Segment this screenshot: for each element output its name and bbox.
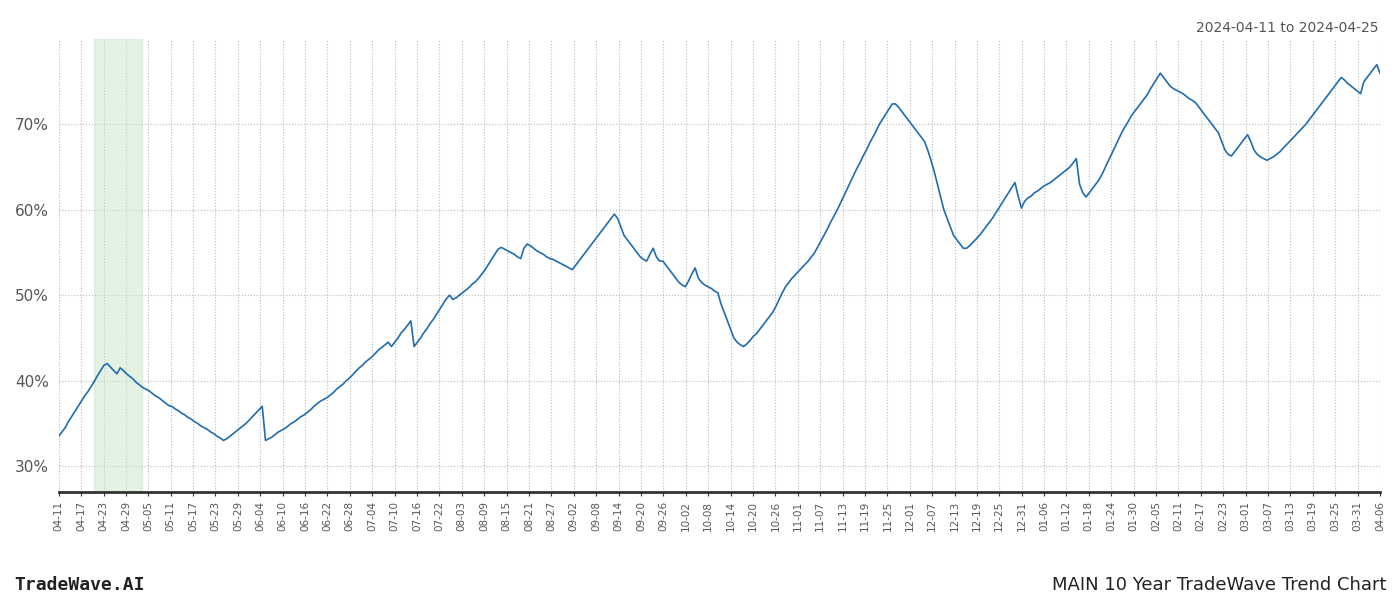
Text: TradeWave.AI: TradeWave.AI bbox=[14, 576, 144, 594]
Bar bbox=[94, 39, 141, 492]
Text: MAIN 10 Year TradeWave Trend Chart: MAIN 10 Year TradeWave Trend Chart bbox=[1051, 576, 1386, 594]
Text: 2024-04-11 to 2024-04-25: 2024-04-11 to 2024-04-25 bbox=[1197, 21, 1379, 35]
